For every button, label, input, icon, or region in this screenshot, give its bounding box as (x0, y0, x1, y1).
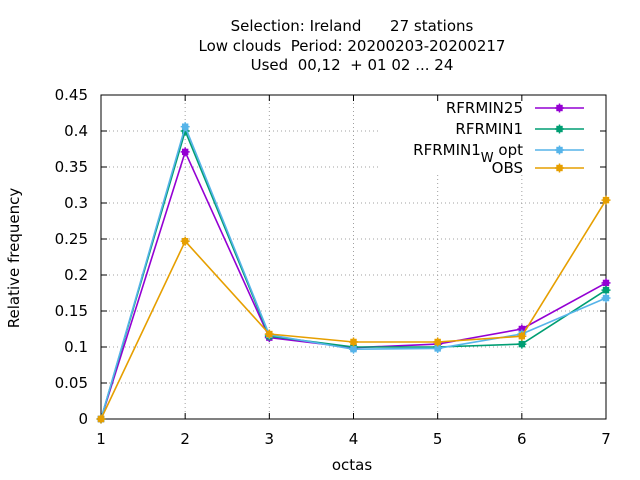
series-2-point (180, 122, 190, 132)
y-tick-label: 0.45 (55, 86, 88, 104)
series-3-point (517, 331, 527, 341)
x-tick-label: 6 (517, 430, 527, 448)
series-1-point (601, 285, 611, 295)
series-3-point (349, 337, 358, 347)
x-tick-label: 4 (349, 430, 359, 448)
y-tick-label: 0 (78, 410, 88, 428)
y-tick-label: 0.35 (55, 158, 88, 176)
legend-label-1: RFRMIN1 (455, 120, 523, 138)
y-tick-label: 0.05 (55, 374, 88, 392)
legend-marker-1 (555, 124, 564, 134)
series-2-point (601, 293, 611, 303)
series-1-point (517, 339, 527, 349)
y-tick-label: 0.1 (64, 338, 88, 356)
chart-title-line-3: Used 00,12 + 01 02 ... 24 (250, 56, 454, 74)
series-line-3 (100, 199, 607, 420)
series-0-point (180, 147, 190, 157)
x-tick-label: 2 (180, 430, 190, 448)
chart-title-line-2: Low clouds Period: 20200203-20200217 (198, 37, 506, 55)
legend-background (380, 97, 604, 175)
y-tick-label: 0.3 (64, 194, 88, 212)
y-tick-label: 0.25 (55, 230, 88, 248)
y-tick-label: 0.4 (64, 122, 88, 140)
y-tick-label: 0.15 (55, 302, 88, 320)
x-tick-label: 5 (433, 430, 443, 448)
x-tick-label: 3 (265, 430, 275, 448)
legend-marker-3 (555, 163, 564, 173)
series-3-point (601, 195, 611, 205)
x-tick-label: 7 (601, 430, 611, 448)
legend-marker-2 (555, 145, 564, 155)
y-tick-label: 0.2 (64, 266, 88, 284)
series-3-point (180, 236, 190, 246)
series-3-point (96, 414, 106, 424)
legend-label-0: RFRMIN25 (446, 99, 523, 117)
chart-title-line-1: Selection: Ireland 27 stations (230, 17, 474, 35)
x-axis-label: octas (331, 456, 373, 474)
legend-label-3: OBS (492, 159, 523, 177)
legend-marker-0 (555, 103, 564, 113)
x-tick-label: 1 (96, 430, 106, 448)
series-3-point (433, 337, 443, 347)
series-3-point (264, 329, 274, 339)
